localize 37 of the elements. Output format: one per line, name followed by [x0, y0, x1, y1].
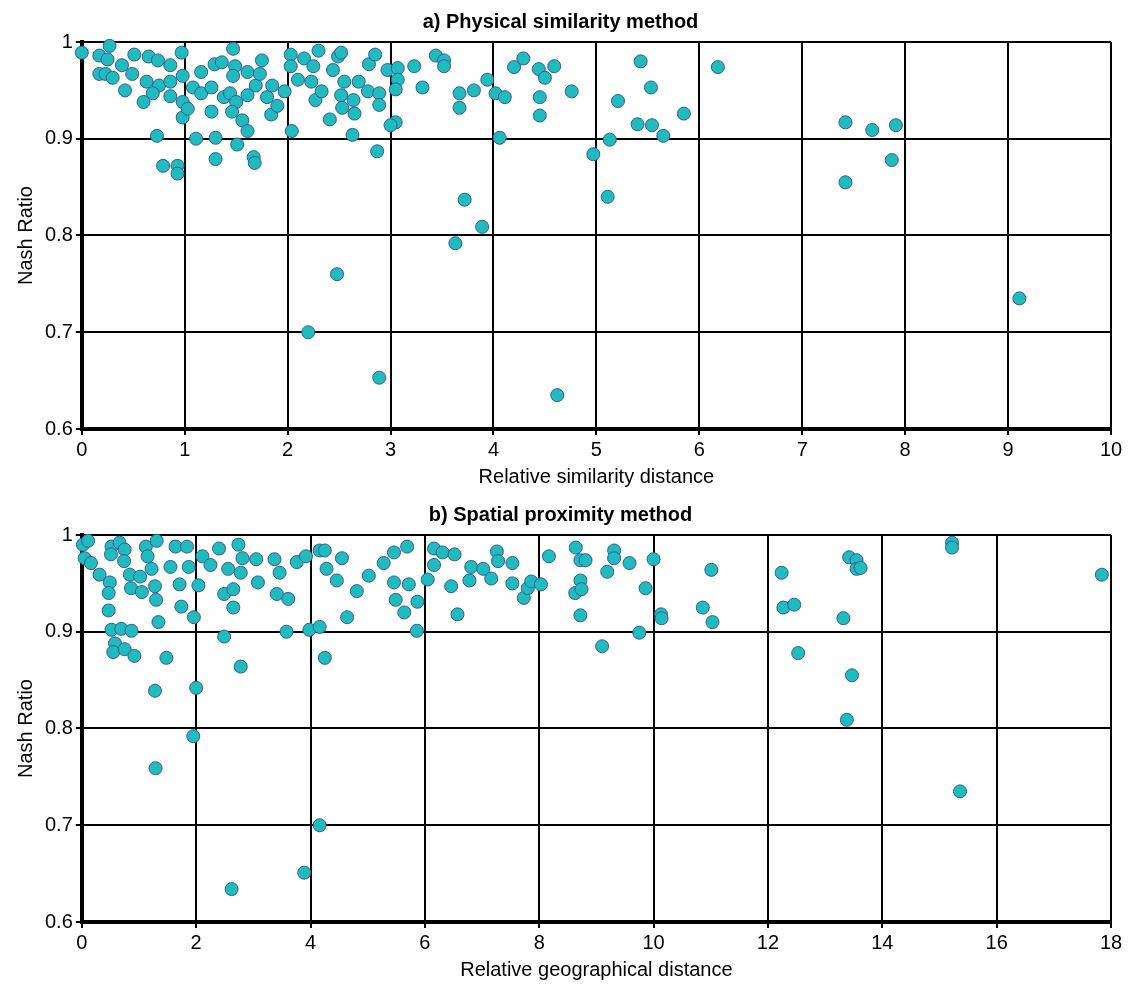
x-tick-label: 2: [190, 930, 202, 953]
y-tick-label: 1: [61, 29, 73, 52]
y-axis-title: Nash Ratio: [13, 186, 36, 285]
x-tick-label: 1: [179, 437, 191, 460]
y-axis-title: Nash Ratio: [13, 679, 36, 778]
y-tick-label: 0.6: [44, 416, 73, 439]
x-tick-label: 8: [899, 437, 911, 460]
y-tick-label: 0.8: [44, 223, 73, 246]
x-tick-label: 18: [1099, 930, 1123, 953]
x-tick-label: 8: [533, 930, 545, 953]
x-tick-label: 6: [693, 437, 705, 460]
x-tick-label: 6: [419, 930, 431, 953]
chart-title: a) Physical similarity method: [422, 9, 699, 32]
x-tick-label: 14: [871, 930, 894, 953]
y-tick-label: 1: [61, 522, 73, 545]
y-tick-label: 0.7: [44, 812, 73, 835]
x-tick-label: 16: [985, 930, 1008, 953]
y-tick-label: 0.6: [44, 909, 73, 932]
chart-title: b) Spatial proximity method: [428, 502, 693, 525]
x-tick-label: 7: [796, 437, 808, 460]
y-tick-label: 0.9: [44, 619, 73, 642]
x-tick-label: 9: [1002, 437, 1014, 460]
x-tick-label: 4: [304, 930, 317, 953]
x-tick-label: 10: [642, 930, 665, 953]
y-tick-label: 0.8: [44, 716, 73, 739]
y-tick-label: 0.9: [44, 126, 73, 149]
x-tick-label: 2: [282, 437, 294, 460]
x-axis-title: Relative geographical distance: [460, 957, 733, 980]
x-tick-label: 0: [76, 930, 88, 953]
x-tick-label: 5: [590, 437, 602, 460]
x-tick-label: 10: [1099, 437, 1123, 460]
x-tick-label: 4: [487, 437, 500, 460]
x-tick-label: 0: [76, 437, 88, 460]
y-tick-label: 0.7: [44, 319, 73, 342]
x-tick-label: 12: [756, 930, 780, 953]
x-tick-label: 3: [385, 437, 397, 460]
x-axis-title: Relative similarity distance: [478, 464, 715, 487]
